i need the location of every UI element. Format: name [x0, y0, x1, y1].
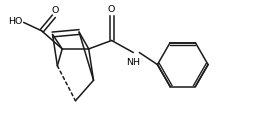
Text: O: O: [51, 6, 59, 15]
Text: NH: NH: [126, 58, 140, 67]
Text: O: O: [108, 5, 115, 14]
Text: HO: HO: [8, 17, 22, 26]
